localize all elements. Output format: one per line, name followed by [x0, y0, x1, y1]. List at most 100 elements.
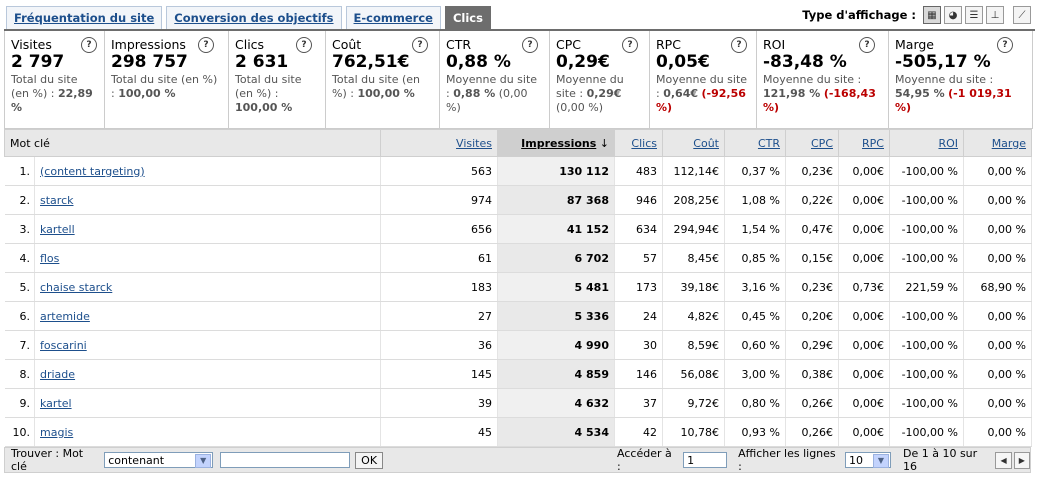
header-clics[interactable]: Clics — [614, 129, 663, 157]
cell-rpc: 0,00€ — [838, 243, 890, 273]
row-index: 5. — [4, 272, 35, 302]
view-type-switcher: Type d'affichage : ▦ ◕ ☰ ⊥ ⟋ — [802, 6, 1031, 24]
header-marge[interactable]: Marge — [963, 129, 1032, 157]
tab-underline — [4, 29, 1035, 31]
metric-delta: (-168,43 %) — [763, 87, 876, 114]
header-visites[interactable]: Visites — [380, 129, 498, 157]
keyword-cell: flos — [34, 243, 381, 273]
keyword-link[interactable]: magis — [40, 425, 74, 439]
keyword-link[interactable]: kartel — [40, 396, 72, 410]
cell-cout: 8,45€ — [662, 243, 725, 273]
keyword-link[interactable]: chaise starck — [40, 280, 113, 294]
metric-value: -83,48 % — [763, 52, 847, 72]
cell-impressions: 5 481 — [497, 272, 615, 302]
cell-cout: 112,14€ — [662, 156, 725, 186]
help-icon[interactable]: ? — [81, 37, 97, 53]
keyword-cell: (content targeting) — [34, 156, 381, 186]
metric-value: -505,17 % — [895, 52, 991, 72]
cell-cpc: 0,29€ — [785, 330, 839, 360]
cell-ctr: 1,08 % — [724, 185, 786, 215]
row-index: 3. — [4, 214, 35, 244]
sort-arrow-icon: ↓ — [599, 136, 609, 150]
help-icon[interactable]: ? — [997, 37, 1013, 53]
metric-subtext: Total du site (en %) : 100,00 % — [332, 73, 421, 100]
search-input[interactable] — [220, 452, 351, 468]
table-view-icon[interactable]: ▦ — [923, 6, 941, 24]
metric-value: 2 797 — [11, 52, 65, 72]
cell-ctr: 1,54 % — [724, 214, 786, 244]
metric-value: 0,05€ — [656, 52, 710, 72]
keyword-link[interactable]: kartell — [40, 222, 75, 236]
help-icon[interactable]: ? — [296, 37, 312, 53]
table-row: 3. kartell 656 41 152 634 294,94€ 1,54 % 0,47€ 0… — [4, 214, 1032, 244]
keyword-cell: chaise starck — [34, 272, 381, 302]
keyword-link[interactable]: driade — [40, 367, 76, 381]
metric-site-value: 22,89 % — [11, 87, 93, 114]
pie-view-icon[interactable]: ◕ — [944, 6, 962, 24]
metric-name: Coût — [332, 37, 362, 52]
cell-rpc: 0,00€ — [838, 185, 890, 215]
table-row: 9. kartel 39 4 632 37 9,72€ 0,80 % 0,26€ 0,00€ -1… — [4, 388, 1032, 418]
keyword-link[interactable]: flos — [40, 251, 60, 265]
help-icon[interactable]: ? — [622, 37, 638, 53]
tab-3[interactable]: Clics — [444, 6, 491, 30]
metric-value: 2 631 — [235, 52, 289, 72]
keyword-link[interactable]: foscarini — [40, 338, 87, 352]
next-page-button[interactable]: ▶ — [1013, 451, 1030, 469]
keyword-link[interactable]: starck — [40, 193, 74, 207]
keyword-link[interactable]: artemide — [40, 309, 90, 323]
metric-rpc: RPC 0,05€ Moyenne du site : 0,64€ (-92,56 … — [650, 31, 757, 128]
help-icon[interactable]: ? — [731, 37, 747, 53]
cell-roi: -100,00 % — [889, 417, 964, 447]
header-ctr[interactable]: CTR — [724, 129, 786, 157]
filter-select[interactable]: contenant ▼ — [104, 452, 214, 468]
cell-cpc: 0,23€ — [785, 272, 839, 302]
metric-delta: (-1 019,31 %) — [895, 87, 1012, 114]
tab-0[interactable]: Fréquentation du site — [6, 6, 163, 30]
cell-marge: 0,00 % — [963, 359, 1032, 389]
cell-cpc: 0,20€ — [785, 301, 839, 331]
cell-cpc: 0,26€ — [785, 388, 839, 418]
cell-marge: 0,00 % — [963, 214, 1032, 244]
prev-page-button[interactable]: ◀ — [995, 451, 1012, 469]
header-roi[interactable]: ROI — [889, 129, 964, 157]
cell-ctr: 3,00 % — [724, 359, 786, 389]
metric-subtext: Moyenne du site : 0,88 % (0,00 %) — [446, 73, 538, 114]
metric-subtext: Total du site (en %) : 100,00 % — [235, 73, 302, 114]
performance-view-icon[interactable]: ☰ — [965, 6, 983, 24]
table-footer: Trouver : Mot clé contenant ▼ OK Accéder… — [4, 447, 1031, 473]
cell-impressions: 6 702 — [497, 243, 615, 273]
cell-cout: 208,25€ — [662, 185, 725, 215]
chevron-down-icon: ▼ — [195, 454, 212, 468]
help-icon[interactable]: ? — [198, 37, 214, 53]
help-icon[interactable]: ? — [859, 37, 875, 53]
header-impressions[interactable]: Impressions ↓ — [497, 129, 615, 157]
rows-select[interactable]: 10 ▼ — [844, 452, 891, 468]
keyword-link[interactable]: (content targeting) — [40, 164, 145, 178]
tab-2[interactable]: E-commerce — [345, 6, 441, 30]
header-rpc[interactable]: RPC — [838, 129, 890, 157]
header-cpc[interactable]: CPC — [785, 129, 839, 157]
help-icon[interactable]: ? — [412, 37, 428, 53]
row-index: 4. — [4, 243, 35, 273]
cell-ctr: 3,16 % — [724, 272, 786, 302]
metric-marge: Marge -505,17 % Moyenne du site : 54,95 % … — [889, 31, 1032, 128]
cell-cout: 56,08€ — [662, 359, 725, 389]
table-row: 6. artemide 27 5 336 24 4,82€ 0,45 % 0,20€ 0,00€… — [4, 301, 1032, 331]
keyword-cell: kartel — [34, 388, 381, 418]
cell-visites: 656 — [380, 214, 498, 244]
tab-1[interactable]: Conversion des objectifs — [166, 6, 342, 30]
goto-input[interactable] — [683, 452, 728, 468]
filter-select-value: contenant — [108, 453, 165, 467]
ok-button[interactable]: OK — [355, 451, 384, 469]
cell-cout: 294,94€ — [662, 214, 725, 244]
metric-site-value: 100,00 % — [357, 87, 415, 100]
pivot-line-icon[interactable]: ⟋ — [1013, 6, 1031, 24]
comparison-view-icon[interactable]: ⊥ — [986, 6, 1004, 24]
cell-marge: 0,00 % — [963, 330, 1032, 360]
help-icon[interactable]: ? — [522, 37, 538, 53]
metric-subtext: Moyenne du site : 0,29€ (0,00 %) — [556, 73, 624, 114]
cell-visites: 36 — [380, 330, 498, 360]
cell-roi: -100,00 % — [889, 301, 964, 331]
header-cout[interactable]: Coût — [662, 129, 725, 157]
